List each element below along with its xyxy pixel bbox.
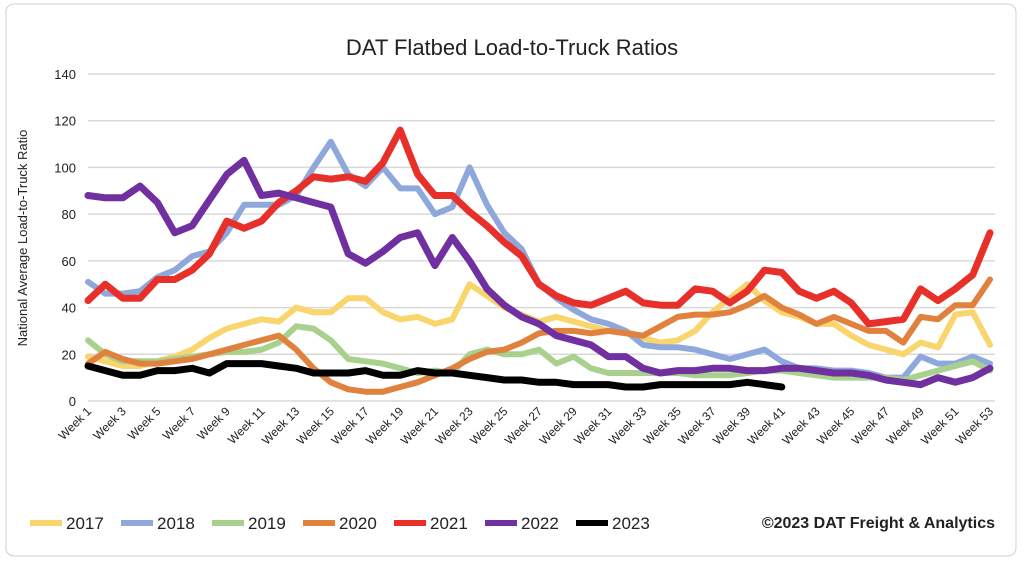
legend-label-2021: 2021 (430, 514, 468, 533)
legend-label-2020: 2020 (339, 514, 377, 533)
chart-title: DAT Flatbed Load-to-Truck Ratios (346, 35, 678, 60)
series-line-2019 (85, 323, 993, 383)
y-tick-label: 20 (62, 347, 76, 362)
y-tick-label: 80 (62, 207, 76, 222)
legend-label-2017: 2017 (66, 514, 104, 533)
y-tick-label: 140 (54, 67, 76, 82)
y-tick-label: 100 (54, 160, 76, 175)
legend-label-2018: 2018 (157, 514, 195, 533)
legend-label-2022: 2022 (521, 514, 559, 533)
copyright-text: ©2023 DAT Freight & Analytics (762, 515, 995, 532)
y-tick-label: 60 (62, 254, 76, 269)
legend-label-2023: 2023 (612, 514, 650, 533)
series-line-2020 (85, 276, 993, 395)
legend-label-2019: 2019 (248, 514, 286, 533)
y-tick-label: 120 (54, 114, 76, 129)
series-line-2021 (84, 126, 994, 328)
y-tick-label: 0 (69, 394, 76, 409)
series-line-2022 (84, 156, 994, 389)
chart-frame (5, 3, 1017, 557)
series-line-2023 (84, 360, 786, 391)
y-tick-label: 40 (62, 301, 76, 316)
y-axis-label: National Average Load-to-Truck Ratio (15, 130, 30, 347)
